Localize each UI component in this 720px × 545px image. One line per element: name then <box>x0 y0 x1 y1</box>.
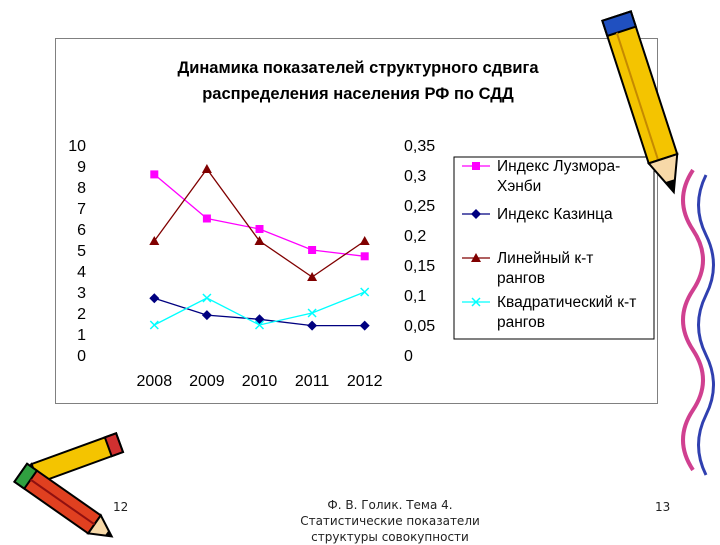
marker-x-stroke <box>202 293 212 303</box>
chart-frame: Динамика показателей структурного сдвига… <box>55 38 658 404</box>
marker-square <box>472 162 480 170</box>
legend-item-2: Индекс Казинца <box>462 206 613 223</box>
left-tick-label: 6 <box>77 222 86 239</box>
marker-x <box>360 287 370 297</box>
footer-page-left: 12 <box>113 500 129 514</box>
legend-item-1: Индекс Лузмора- Хэнби <box>462 158 620 195</box>
left-tick-label: 5 <box>77 243 86 260</box>
legend-label: Линейный к-т <box>497 250 593 267</box>
marker-square <box>360 252 369 261</box>
chart-title-line-2: распределения населения РФ по СДД <box>202 85 514 103</box>
right-tick-label: 0,1 <box>404 288 426 305</box>
right-tick-label: 0,15 <box>404 258 435 275</box>
legend-label: Хэнби <box>497 178 541 195</box>
marker-x <box>307 308 317 318</box>
x-tick-label: 2010 <box>242 373 278 390</box>
series-group <box>149 164 370 331</box>
marker-diamond <box>307 320 318 331</box>
left-tick-label: 9 <box>77 159 86 176</box>
left-tick-label: 7 <box>77 201 86 218</box>
series-3 <box>149 164 370 281</box>
legend-item-3: Линейный к-т рангов <box>462 250 593 287</box>
marker-triangle <box>149 236 160 245</box>
footer-caption-line-1: Ф. В. Голик. Тема 4. <box>327 498 453 512</box>
marker-diamond <box>149 293 160 304</box>
marker-diamond <box>359 320 370 331</box>
left-tick-label: 3 <box>77 285 86 302</box>
x-tick-label: 2009 <box>189 373 225 390</box>
right-tick-label: 0,25 <box>404 198 435 215</box>
marker-x <box>202 293 212 303</box>
marker-x-stroke <box>254 320 265 330</box>
left-tick-label: 0 <box>77 348 86 365</box>
right-tick-label: 0,35 <box>404 138 435 155</box>
marker-triangle <box>359 236 370 245</box>
marker-x-stroke <box>471 297 481 307</box>
legend-label: Индекс Лузмора- <box>497 158 620 175</box>
marker-square <box>255 225 264 233</box>
left-tick-label: 8 <box>77 180 86 197</box>
marker-x <box>471 297 481 307</box>
footer-page-right: 13 <box>655 500 671 514</box>
chart-title-line-1: Динамика показателей структурного сдвига <box>177 59 539 77</box>
left-tick-label: 4 <box>77 264 86 281</box>
legend: Индекс Лузмора- Хэнби Индекс Казинца Линейн… <box>453 156 655 340</box>
x-axis: 2008 2009 2010 2011 2012 <box>137 373 383 390</box>
marker-x <box>149 320 159 330</box>
marker-diamond <box>471 209 481 219</box>
chart-svg: Динамика показателей структурного сдвига… <box>68 59 655 390</box>
left-tick-label: 1 <box>77 327 86 344</box>
marker-diamond <box>201 310 212 321</box>
legend-label: Индекс Казинца <box>497 206 613 223</box>
legend-item-4: Квадратический к-т рангов <box>462 294 636 331</box>
marker-square <box>202 214 211 223</box>
legend-label: рангов <box>497 314 545 331</box>
footer-caption: Ф. В. Голик. Тема 4. Статистические пока… <box>240 497 540 545</box>
right-tick-label: 0,2 <box>404 228 426 245</box>
series-4 <box>149 287 370 330</box>
footer-caption-line-2: Статистические показатели <box>300 514 480 528</box>
marker-x-stroke <box>360 287 370 297</box>
marker-x <box>254 320 265 330</box>
right-tick-label: 0 <box>404 348 413 365</box>
right-axis: 0 0,05 0,1 0,15 0,2 0,25 0,3 0,35 <box>404 138 435 365</box>
x-tick-label: 2011 <box>295 373 330 390</box>
pencil-icon-right <box>601 10 715 476</box>
left-tick-label: 10 <box>68 138 86 155</box>
legend-label: рангов <box>497 270 545 287</box>
x-tick-label: 2012 <box>347 373 383 390</box>
marker-square <box>150 170 159 179</box>
marker-x-stroke <box>149 320 159 330</box>
left-tick-label: 2 <box>77 306 86 323</box>
series-line <box>153 167 366 278</box>
marker-triangle <box>307 272 318 281</box>
marker-square <box>308 246 317 254</box>
marker-x-stroke <box>307 308 317 318</box>
marker-triangle <box>471 253 481 262</box>
pencils-icon-bottom-left <box>13 432 125 538</box>
legend-box <box>453 156 655 340</box>
chart-title: Динамика показателей структурного сдвига… <box>177 59 539 103</box>
marker-triangle <box>254 236 265 245</box>
right-tick-label: 0,05 <box>404 318 435 335</box>
series-1 <box>150 170 369 261</box>
right-tick-label: 0,3 <box>404 168 426 185</box>
marker-triangle <box>201 164 212 173</box>
left-axis: 0 1 2 3 4 5 6 7 8 9 10 <box>68 138 86 365</box>
x-tick-label: 2008 <box>137 373 173 390</box>
footer-caption-line-3: структуры совокупности <box>311 530 469 544</box>
legend-label: Квадратический к-т <box>497 294 636 311</box>
